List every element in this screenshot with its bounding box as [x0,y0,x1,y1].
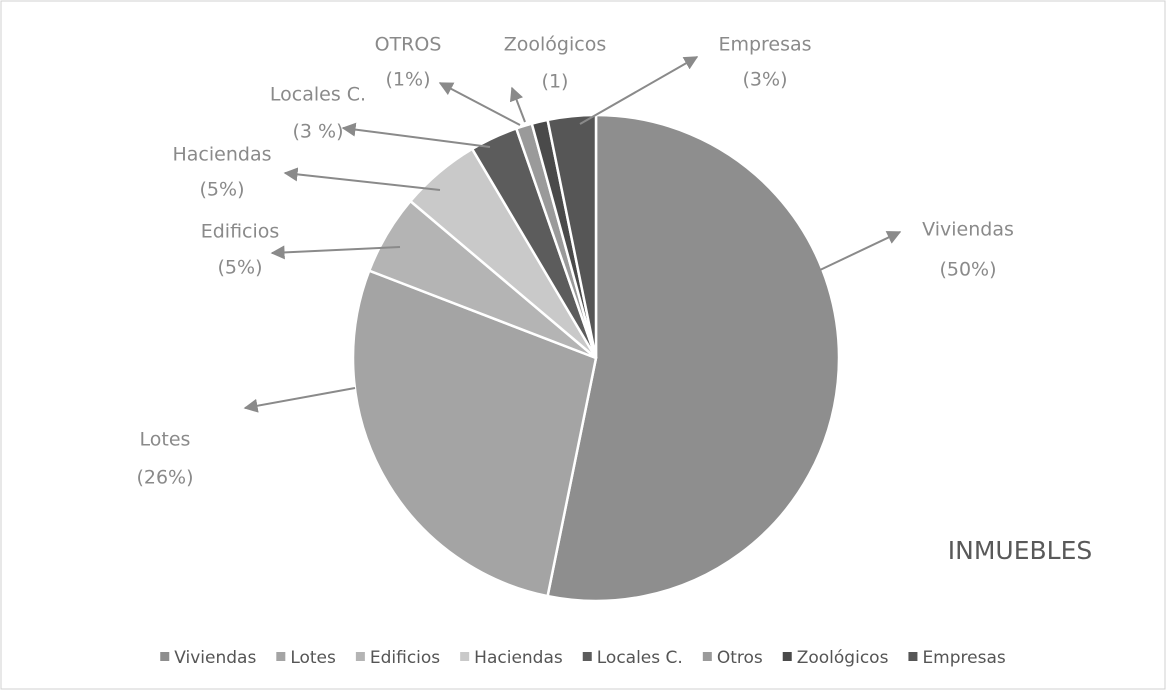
label-arrow [341,122,491,148]
slice-label: Zoológicos [504,34,606,56]
legend-swatch [355,652,365,661]
legend-swatch [702,652,712,661]
slice-label: Edificios [201,221,280,243]
value-label: (1) [542,71,569,93]
legend-label: Zoológicos [797,648,889,668]
legend-label: Edificios [370,648,440,668]
label-arrow [270,245,401,260]
value-label: (5%) [218,257,263,279]
chart-title: INMUEBLES [948,536,1092,565]
legend-label: Otros [717,648,763,668]
slice-label: Viviendas [922,219,1014,241]
label-arrow [509,86,526,123]
label-arrow [438,82,521,126]
slice-label: Haciendas [173,144,272,166]
legend-swatch [782,652,792,661]
legend-swatch [276,652,286,661]
legend-label: Haciendas [474,648,563,668]
legend-label: Locales C. [597,648,683,668]
label-arrow [819,231,902,271]
value-label: (3%) [743,69,788,91]
value-label: (50%) [939,259,996,281]
slice-label: Empresas [718,34,811,56]
legend-label: Viviendas [174,648,256,668]
slice-label: Lotes [140,429,191,451]
legend-label: Empresas [922,648,1005,668]
value-label: (26%) [136,467,193,489]
legend-swatch [582,652,592,661]
label-arrow [579,56,699,125]
legend-label: Lotes [290,648,336,668]
pie-slice [351,269,598,598]
pie-slice [546,113,841,603]
value-label: (5%) [200,179,245,201]
legend-swatch [460,652,470,661]
label-arrow [283,167,441,191]
slice-label: OTROS [375,34,442,56]
value-label: (3 %) [292,121,343,143]
legend-swatch [908,652,918,661]
label-arrow [243,387,356,413]
slice-label: Locales C. [270,84,366,106]
legend-swatch [160,652,170,661]
value-label: (1%) [386,69,431,91]
